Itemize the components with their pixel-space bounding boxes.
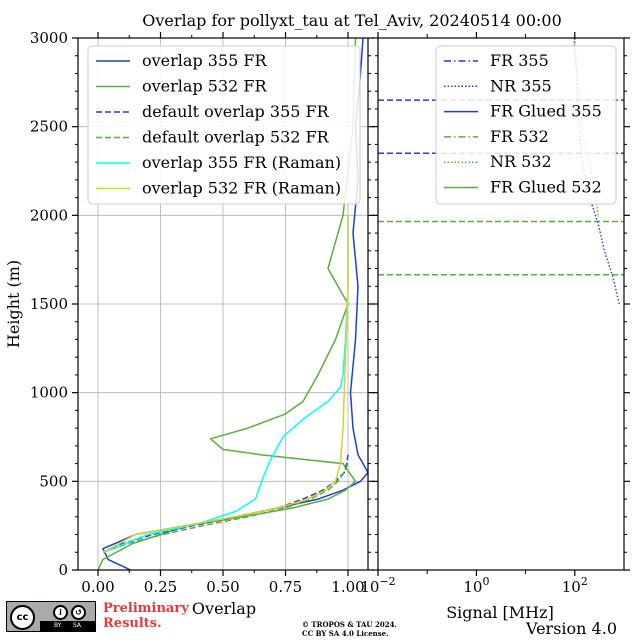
- signal-legend-label: FR Glued 532: [490, 178, 602, 197]
- overlap-x-tick-label: 0.50: [206, 578, 239, 596]
- signal-legend-label: NR 532: [490, 152, 552, 171]
- copyright-line-1: © TROPOS & TAU 2024.: [302, 620, 397, 629]
- overlap-x-tick-label: 1.00: [331, 578, 364, 596]
- overlap-legend-label: overlap 355 FR: [142, 51, 268, 70]
- overlap-legend-label: overlap 532 FR: [142, 77, 268, 96]
- preliminary-line-2: Results.: [103, 616, 162, 631]
- copyright-line-2: CC BY SA 4.0 License.: [302, 629, 389, 638]
- height-y-tick-label: 2000: [30, 206, 68, 224]
- figure-title: Overlap for pollyxt_tau at Tel_Aviv, 202…: [142, 11, 562, 30]
- height-y-axis-label: Height (m): [4, 260, 23, 348]
- signal-panel-ticks: 10−2 100 102: [360, 32, 630, 596]
- overlap-legend-label: overlap 532 FR (Raman): [142, 179, 341, 198]
- overlap-legend: overlap 355 FR overlap 532 FR default over…: [87, 45, 361, 205]
- overlap-x-tick-label: 0.75: [269, 578, 302, 596]
- signal-x-tick-base: 10: [463, 578, 482, 596]
- height-y-tick-label: 1000: [30, 384, 68, 402]
- preliminary-line-1: Preliminary: [103, 601, 189, 616]
- sa-share-icon: ↺: [71, 605, 86, 620]
- signal-legend: FR 355 NR 355 FR Glued 355 FR 532 NR 532 FR G…: [435, 45, 617, 205]
- by-person-icon: i: [53, 605, 68, 620]
- signal-legend-label: FR Glued 355: [490, 102, 602, 121]
- cc-license-badge: cc i ↺ BY SA: [6, 601, 96, 632]
- license-sa-label: SA: [73, 622, 82, 629]
- signal-x-tick-exponent: 0: [482, 575, 489, 588]
- signal-x-axis-label: Signal [MHz]: [446, 603, 554, 622]
- preliminary-results-note: Preliminary Results.: [103, 601, 189, 631]
- signal-legend-label: FR 532: [490, 127, 549, 146]
- overlap-series-line-4: [102, 215, 349, 553]
- signal-x-tick-base: 10: [562, 578, 581, 596]
- overlap-legend-label: default overlap 532 FR: [142, 128, 330, 147]
- overlap-x-tick-label: 0.25: [144, 578, 177, 596]
- version-label: Version 4.0: [526, 619, 617, 638]
- signal-x-tick-label: 102: [562, 575, 588, 596]
- height-y-tick-label: 500: [39, 472, 68, 490]
- overlap-x-axis-label: Overlap: [192, 599, 256, 618]
- cc-icon: cc: [10, 605, 35, 630]
- overlap-legend-label: default overlap 355 FR: [142, 102, 330, 121]
- signal-x-tick-base: 10: [360, 578, 379, 596]
- signal-legend-label: NR 355: [490, 76, 552, 95]
- overlap-x-tick-label: 0.00: [81, 578, 114, 596]
- height-y-tick-label: 0: [58, 561, 68, 579]
- overlap-panel: 0.00 0.25 0.50 0.75 1.00 0 500 1000 1500 2000 2500…: [4, 29, 374, 618]
- signal-x-tick-exponent: 2: [581, 575, 588, 588]
- height-y-tick-label: 3000: [30, 29, 68, 47]
- copyright-note: © TROPOS & TAU 2024. CC BY SA 4.0 Licens…: [302, 620, 397, 638]
- height-y-tick-label: 2500: [30, 118, 68, 136]
- signal-x-tick-label: 10−2: [360, 575, 395, 596]
- signal-legend-label: FR 355: [490, 51, 549, 70]
- overlap-series-line-3: [102, 463, 349, 554]
- overlap-series-line-5: [102, 215, 349, 553]
- license-by-label: BY: [54, 622, 62, 629]
- overlap-legend-box: [87, 45, 361, 205]
- height-y-tick-label: 1500: [30, 295, 68, 313]
- signal-legend-box: [435, 45, 617, 205]
- signal-x-tick-label: 100: [463, 575, 489, 596]
- overlap-panel-ticks: 0.00 0.25 0.50 0.75 1.00 0 500 1000 1500 2000 2500…: [30, 29, 374, 596]
- overlap-legend-label: overlap 355 FR (Raman): [142, 153, 341, 172]
- signal-x-tick-exponent: −2: [379, 575, 395, 588]
- license-bar: [40, 621, 95, 631]
